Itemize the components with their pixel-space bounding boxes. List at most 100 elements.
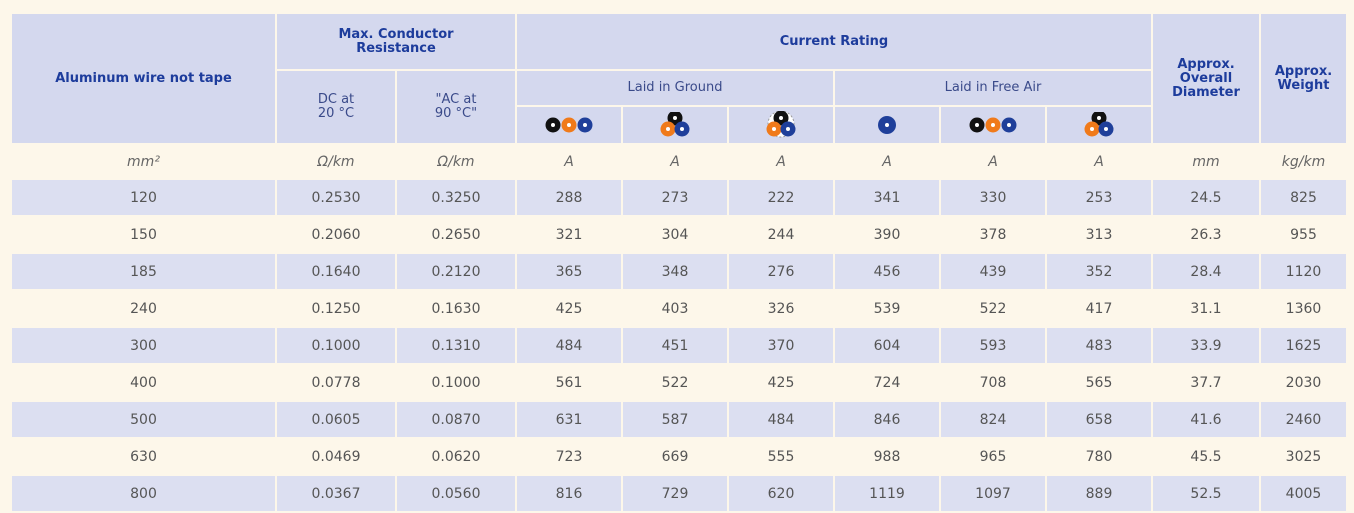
unit-cell: mm [1153, 145, 1259, 178]
header-cell: DC at 20 °C [277, 71, 395, 143]
data-cell: 484 [729, 402, 833, 437]
data-cell: 425 [729, 365, 833, 400]
data-row: 150 0.2060 0.2650 321 304 244 390 378 313 26.3 955 [12, 217, 1346, 252]
data-cell: 0.0620 [397, 439, 515, 474]
data-cell: 150 [12, 217, 275, 252]
data-cell: 500 [12, 402, 275, 437]
data-cell: 0.0870 [397, 402, 515, 437]
data-cell: 37.7 [1153, 365, 1259, 400]
data-cell: 244 [729, 217, 833, 252]
data-cell: 120 [12, 180, 275, 215]
data-cell: 0.1640 [277, 254, 395, 289]
data-cell: 724 [835, 365, 939, 400]
flat-icon [543, 114, 595, 136]
data-cell: 484 [517, 328, 621, 363]
data-cell: 28.4 [1153, 254, 1259, 289]
data-cell: 0.2650 [397, 217, 515, 252]
data-cell: 451 [623, 328, 727, 363]
icon-cell [517, 107, 621, 143]
header-cell: Aluminum wire not tape [12, 14, 275, 143]
data-cell: 816 [517, 476, 621, 511]
data-cell: 565 [1047, 365, 1151, 400]
data-row: 185 0.1640 0.2120 365 348 276 456 439 352 28.4 112… [12, 254, 1346, 289]
data-cell: 630 [12, 439, 275, 474]
data-cell: 321 [517, 217, 621, 252]
icon-cell [1047, 107, 1151, 143]
data-cell: 1120 [1261, 254, 1346, 289]
unit-cell: Ω/km [397, 145, 515, 178]
data-cell: 0.3250 [397, 180, 515, 215]
data-cell: 800 [12, 476, 275, 511]
data-cell: 522 [623, 365, 727, 400]
data-cell: 825 [1261, 180, 1346, 215]
data-cell: 988 [835, 439, 939, 474]
data-cell: 240 [12, 291, 275, 326]
data-cell: 0.0778 [277, 365, 395, 400]
data-cell: 846 [835, 402, 939, 437]
data-cell: 0.0560 [397, 476, 515, 511]
icon-cell [623, 107, 727, 143]
data-cell: 539 [835, 291, 939, 326]
data-row: 630 0.0469 0.0620 723 669 555 988 965 780 45.5 302… [12, 439, 1346, 474]
data-cell: 276 [729, 254, 833, 289]
data-cell: 456 [835, 254, 939, 289]
data-row: 800 0.0367 0.0560 816 729 620 1119 1097 889 52.5 4… [12, 476, 1346, 511]
data-cell: 31.1 [1153, 291, 1259, 326]
data-row: 500 0.0605 0.0870 631 587 484 846 824 658 41.6 246… [12, 402, 1346, 437]
data-cell: 0.1250 [277, 291, 395, 326]
unit-cell: A [623, 145, 727, 178]
icon-cell [835, 107, 939, 143]
data-cell: 631 [517, 402, 621, 437]
data-cell: 52.5 [1153, 476, 1259, 511]
unit-cell: mm² [12, 145, 275, 178]
data-cell: 26.3 [1153, 217, 1259, 252]
header-cell: Current Rating [517, 14, 1151, 69]
data-cell: 3025 [1261, 439, 1346, 474]
data-cell: 824 [941, 402, 1045, 437]
data-cell: 313 [1047, 217, 1151, 252]
data-cell: 561 [517, 365, 621, 400]
data-cell: 352 [1047, 254, 1151, 289]
data-cell: 390 [835, 217, 939, 252]
data-cell: 658 [1047, 402, 1151, 437]
data-row: 400 0.0778 0.1000 561 522 425 724 708 565 37.7 203… [12, 365, 1346, 400]
data-cell: 45.5 [1153, 439, 1259, 474]
unit-cell: A [1047, 145, 1151, 178]
data-cell: 889 [1047, 476, 1151, 511]
data-cell: 483 [1047, 328, 1151, 363]
data-cell: 222 [729, 180, 833, 215]
icon-cell [729, 107, 833, 143]
data-cell: 185 [12, 254, 275, 289]
data-cell: 2030 [1261, 365, 1346, 400]
data-cell: 41.6 [1153, 402, 1259, 437]
trefoil-duct-icon [755, 111, 807, 138]
data-cell: 593 [941, 328, 1045, 363]
data-cell: 0.1000 [277, 328, 395, 363]
data-cell: 708 [941, 365, 1045, 400]
data-row: 120 0.2530 0.3250 288 273 222 341 330 253 24.5 825 [12, 180, 1346, 215]
trefoil-icon [1073, 112, 1125, 138]
data-cell: 4005 [1261, 476, 1346, 511]
data-cell: 1625 [1261, 328, 1346, 363]
data-cell: 1360 [1261, 291, 1346, 326]
data-cell: 370 [729, 328, 833, 363]
data-cell: 522 [941, 291, 1045, 326]
unit-cell: A [835, 145, 939, 178]
data-cell: 425 [517, 291, 621, 326]
cable-table: Aluminum wire not tape Max. Conductor Re… [10, 12, 1348, 513]
data-cell: 348 [623, 254, 727, 289]
single-icon [878, 116, 896, 134]
flat-icon [967, 114, 1019, 136]
trefoil-icon [649, 112, 701, 138]
data-cell: 330 [941, 180, 1045, 215]
data-cell: 365 [517, 254, 621, 289]
data-cell: 0.1630 [397, 291, 515, 326]
data-cell: 0.0367 [277, 476, 395, 511]
data-row: 240 0.1250 0.1630 425 403 326 539 522 417 31.1 136… [12, 291, 1346, 326]
data-cell: 288 [517, 180, 621, 215]
data-cell: 723 [517, 439, 621, 474]
data-cell: 669 [623, 439, 727, 474]
data-cell: 729 [623, 476, 727, 511]
